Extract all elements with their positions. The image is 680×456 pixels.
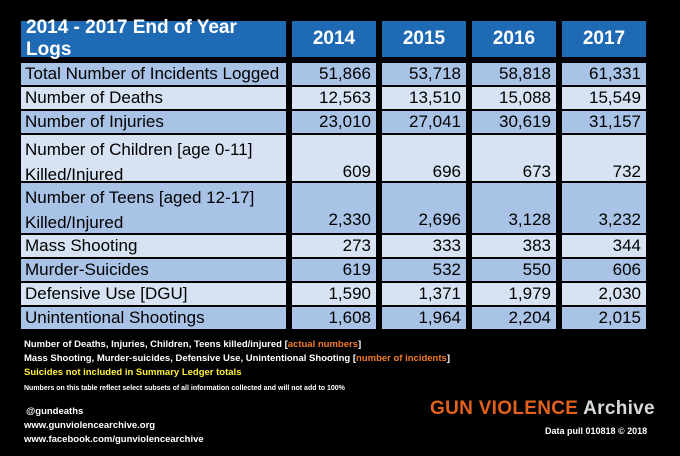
row-label-line2: Killed/Injured	[25, 213, 124, 232]
row-label: Defensive Use [DGU]	[21, 283, 286, 305]
value-2015: 2,696	[382, 183, 466, 233]
year-header-2017: 2017	[562, 21, 646, 57]
value-2016: 550	[472, 259, 556, 281]
footnote-highlight: actual numbers	[287, 339, 358, 350]
value-2014: 609	[292, 135, 376, 181]
value-2014: 1,608	[292, 307, 376, 329]
website-link: www.gunviolencearchive.org	[24, 420, 156, 431]
value-2016: 58,818	[472, 63, 556, 85]
value-2016: 1,979	[472, 283, 556, 305]
value-2017: 732	[562, 135, 646, 181]
value-2014: 619	[292, 259, 376, 281]
value-2015: 13,510	[382, 87, 466, 109]
value-2015: 333	[382, 235, 466, 257]
footnote-number-of-incidents: Mass Shooting, Murder-suicides, Defensiv…	[24, 353, 450, 364]
value-2015: 27,041	[382, 111, 466, 133]
value-2016: 15,088	[472, 87, 556, 109]
row-label: Murder-Suicides	[21, 259, 286, 281]
value-2014: 23,010	[292, 111, 376, 133]
row-label: Unintentional Shootings	[21, 307, 286, 329]
value-2014: 12,563	[292, 87, 376, 109]
year-header-2015: 2015	[382, 21, 466, 57]
row-label: Number of Children [age 0-11] Killed/Inj…	[21, 135, 286, 184]
gva-logo: GUN VIOLENCE Archive	[430, 398, 655, 420]
footnote-disclaimer: Numbers on this table reflect select sub…	[24, 385, 345, 392]
value-2017: 3,232	[562, 183, 646, 233]
table-row-mass-shooting: Mass Shooting 273 333 383 344	[21, 235, 646, 257]
table-row-murder-suicides: Murder-Suicides 619 532 550 606	[21, 259, 646, 281]
footnote-close: ]	[446, 353, 450, 364]
row-label: Number of Deaths	[21, 87, 286, 109]
footnote-highlight: number of incidents	[356, 353, 447, 364]
footnote-text: Number of Deaths, Injuries, Children, Te…	[24, 339, 288, 350]
value-2017: 61,331	[562, 63, 646, 85]
value-2017: 606	[562, 259, 646, 281]
value-2014: 273	[292, 235, 376, 257]
row-label: Number of Teens [aged 12-17] Killed/Inju…	[21, 183, 286, 233]
value-2016: 3,128	[472, 183, 556, 233]
year-header-2016: 2016	[472, 21, 556, 57]
table-row-defensive-use: Defensive Use [DGU] 1,590 1,371 1,979 2,…	[21, 283, 646, 305]
table-row-unintentional: Unintentional Shootings 1,608 1,964 2,20…	[21, 307, 646, 329]
table-row-total-incidents: Total Number of Incidents Logged 51,866 …	[21, 63, 646, 85]
value-2015: 1,371	[382, 283, 466, 305]
value-2014: 51,866	[292, 63, 376, 85]
value-2017: 31,157	[562, 111, 646, 133]
value-2017: 15,549	[562, 87, 646, 109]
table-row-deaths: Number of Deaths 12,563 13,510 15,088 15…	[21, 87, 646, 109]
facebook-link: www.facebook.com/gunviolencearchive	[24, 434, 204, 445]
row-label-line1: Number of Children [age 0-11]	[25, 140, 253, 159]
value-2016: 383	[472, 235, 556, 257]
value-2014: 2,330	[292, 183, 376, 233]
value-2015: 1,964	[382, 307, 466, 329]
row-label: Mass Shooting	[21, 235, 286, 257]
value-2015: 532	[382, 259, 466, 281]
logo-archive: Archive	[578, 398, 655, 419]
value-2014: 1,590	[292, 283, 376, 305]
footnote-text: Mass Shooting, Murder-suicides, Defensiv…	[24, 353, 357, 364]
footnote-suicides: Suicides not included in Summary Ledger …	[24, 367, 242, 378]
footnote-actual-numbers: Number of Deaths, Injuries, Children, Te…	[24, 339, 361, 350]
row-label: Total Number of Incidents Logged	[21, 63, 286, 85]
table-row-injuries: Number of Injuries 23,010 27,041 30,619 …	[21, 111, 646, 133]
year-header-2014: 2014	[292, 21, 376, 57]
table-row-children: Number of Children [age 0-11] Killed/Inj…	[21, 135, 646, 184]
value-2015: 53,718	[382, 63, 466, 85]
value-2016: 673	[472, 135, 556, 181]
value-2016: 2,204	[472, 307, 556, 329]
row-label: Number of Injuries	[21, 111, 286, 133]
footnote-close: ]	[357, 339, 362, 350]
value-2016: 30,619	[472, 111, 556, 133]
value-2017: 344	[562, 235, 646, 257]
data-pull-note: Data pull 010818 © 2018	[545, 426, 648, 436]
table-title: 2014 - 2017 End of Year Logs	[21, 17, 286, 60]
row-label-line2: Killed/Injured	[25, 165, 124, 184]
value-2017: 2,030	[562, 283, 646, 305]
row-label-line1: Number of Teens [aged 12-17]	[25, 188, 255, 207]
table-row-teens: Number of Teens [aged 12-17] Killed/Inju…	[21, 183, 646, 233]
value-2017: 2,015	[562, 307, 646, 329]
logo-gun-violence: GUN VIOLENCE	[430, 398, 579, 419]
value-2015: 696	[382, 135, 466, 181]
twitter-handle: @gundeaths	[26, 406, 84, 417]
